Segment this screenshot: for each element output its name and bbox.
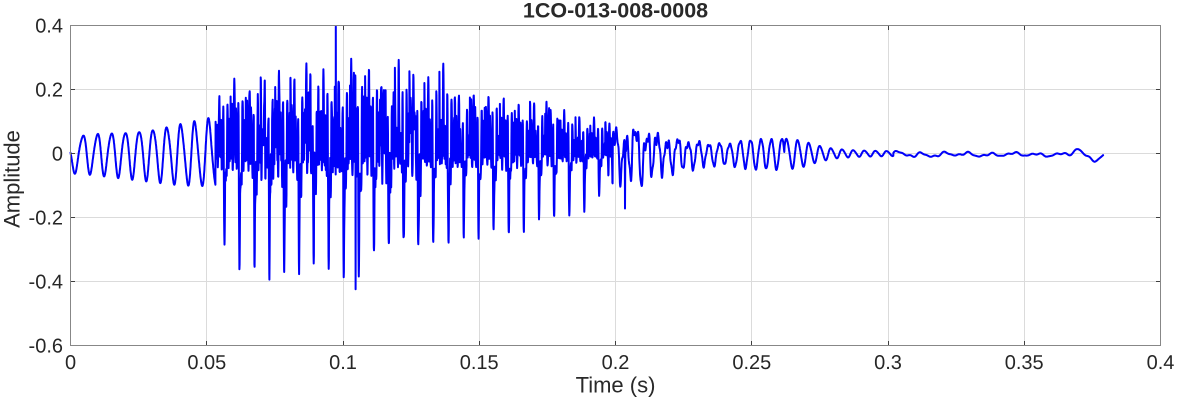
svg-text:0.1: 0.1 xyxy=(329,352,357,374)
svg-text:0.25: 0.25 xyxy=(732,352,771,374)
svg-text:1CO-013-008-0008: 1CO-013-008-0008 xyxy=(523,0,708,23)
svg-text:-0.2: -0.2 xyxy=(29,208,63,230)
svg-text:-0.6: -0.6 xyxy=(29,336,63,358)
svg-text:0.3: 0.3 xyxy=(874,352,902,374)
svg-text:0.4: 0.4 xyxy=(1147,352,1175,374)
svg-text:0.15: 0.15 xyxy=(460,352,499,374)
svg-text:-0.4: -0.4 xyxy=(29,272,63,294)
svg-text:0: 0 xyxy=(65,352,76,374)
svg-text:0.2: 0.2 xyxy=(602,352,630,374)
svg-text:0: 0 xyxy=(52,144,63,166)
svg-text:Time (s): Time (s) xyxy=(576,373,656,398)
svg-text:0.05: 0.05 xyxy=(187,352,226,374)
svg-text:0.4: 0.4 xyxy=(35,16,63,38)
svg-text:Amplitude: Amplitude xyxy=(0,130,25,228)
svg-text:0.35: 0.35 xyxy=(1005,352,1044,374)
svg-text:0.2: 0.2 xyxy=(35,80,63,102)
